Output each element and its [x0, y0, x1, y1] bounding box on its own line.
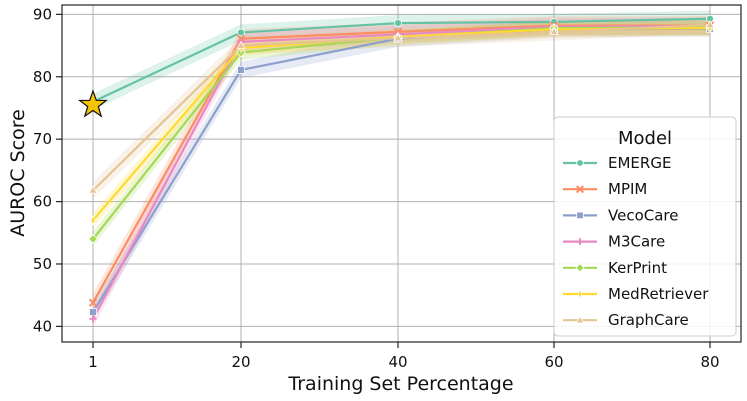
data-point — [89, 308, 97, 316]
plot-frame — [61, 4, 742, 343]
data-point — [576, 211, 584, 220]
data-point — [705, 20, 715, 29]
legend-box — [553, 116, 737, 337]
legend-items: EMERGE MPIM VecoCare M3Care KerPrint MedRetri… — [563, 154, 709, 329]
legend-title: Model — [618, 128, 672, 149]
x-tick-label: 60 — [544, 353, 563, 371]
legend-label-m3care: M3Care — [608, 233, 665, 251]
legend-label-kerprint: KerPrint — [608, 259, 667, 277]
star-marker — [77, 89, 109, 118]
data-point — [394, 19, 402, 27]
data-point — [576, 159, 584, 167]
y-tick-label: 40 — [33, 317, 52, 335]
data-point — [576, 238, 584, 245]
y-tick-label: 70 — [33, 130, 52, 148]
data-point — [88, 185, 98, 194]
legend-label-mpim: MPIM — [608, 180, 647, 198]
data-point — [393, 33, 403, 42]
y-tick-label: 90 — [33, 5, 52, 23]
data-point — [575, 263, 585, 273]
annotations — [77, 89, 109, 118]
data-point — [575, 185, 585, 194]
y-tick-label: 80 — [33, 68, 52, 86]
legend-label-vecocare: VecoCare — [608, 206, 678, 224]
y-ticks: 40 50 60 70 80 90 — [33, 5, 62, 335]
y-axis-title: AUROC Score — [7, 109, 29, 237]
y-tick-label: 60 — [33, 193, 52, 211]
data-point — [575, 315, 585, 324]
data-point — [236, 40, 246, 49]
data-point — [577, 288, 583, 300]
legend-label-graphcare: GraphCare — [608, 311, 689, 329]
legend: Model EMERGE MPIM VecoCare M3Care KerPrint Me… — [553, 116, 737, 337]
x-tick-label: 80 — [700, 353, 719, 371]
data-point — [237, 66, 245, 74]
data-point — [88, 298, 98, 307]
x-ticks: 1 20 40 60 80 — [88, 342, 720, 371]
y-tick-label: 50 — [33, 255, 52, 273]
data-point — [88, 234, 98, 244]
legend-label-medretriever: MedRetriever — [608, 285, 709, 303]
legend-label-emerge: EMERGE — [608, 154, 671, 172]
data-point — [90, 215, 96, 226]
data-point — [237, 28, 245, 37]
x-tick-label: 20 — [231, 353, 250, 371]
confidence-bands — [93, 10, 710, 328]
x-tick-label: 40 — [388, 353, 407, 371]
confidence-band-graphcare — [93, 16, 710, 200]
confidence-band-emerge — [93, 10, 710, 110]
x-tick-label: 1 — [88, 353, 98, 371]
data-point — [89, 315, 97, 323]
x-axis-title: Training Set Percentage — [287, 373, 513, 395]
data-point — [549, 27, 559, 36]
